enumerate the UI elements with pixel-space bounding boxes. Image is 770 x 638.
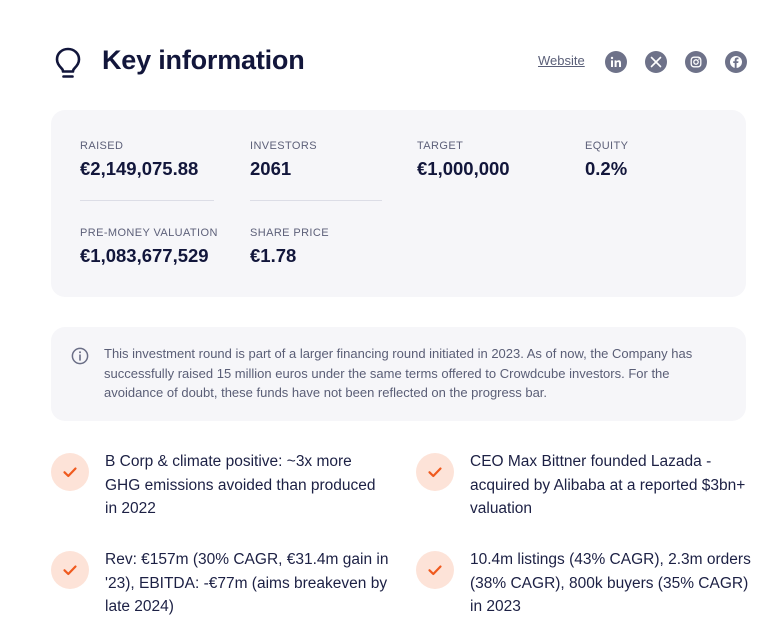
stat-equity: EQUITY 0.2% bbox=[585, 140, 628, 180]
facebook-icon[interactable] bbox=[725, 51, 747, 73]
info-icon bbox=[71, 347, 89, 365]
x-icon[interactable] bbox=[645, 51, 667, 73]
check-icon bbox=[416, 551, 454, 589]
stat-value: 2061 bbox=[250, 158, 292, 179]
linkedin-icon[interactable] bbox=[605, 51, 627, 73]
stat-label: TARGET bbox=[417, 140, 464, 152]
stat-label: EQUITY bbox=[585, 140, 629, 152]
stat-label: SHARE PRICE bbox=[250, 227, 329, 239]
stat-raised: RAISED €2,149,075.88 bbox=[80, 140, 198, 180]
investment-stats-panel: RAISED €2,149,075.88 INVESTORS 2061 TARG… bbox=[51, 110, 746, 297]
stat-label: INVESTORS bbox=[250, 140, 317, 152]
stat-target: TARGET €1,000,000 bbox=[417, 140, 510, 180]
stat-divider bbox=[250, 200, 382, 201]
funding-notice: This investment round is part of a large… bbox=[51, 327, 746, 421]
stat-label: PRE-MONEY VALUATION bbox=[80, 227, 218, 239]
check-icon bbox=[416, 453, 454, 491]
stat-value: 0.2% bbox=[585, 158, 628, 179]
key-information-header: Key information Website bbox=[52, 42, 752, 82]
stat-value: €1,000,000 bbox=[417, 158, 510, 179]
stat-value: €1,083,677,529 bbox=[80, 245, 209, 266]
stat-investors: INVESTORS 2061 bbox=[250, 140, 317, 180]
highlight-text: Rev: €157m (30% CAGR, €31.4m gain in '23… bbox=[105, 551, 389, 615]
check-icon bbox=[51, 551, 89, 589]
website-link[interactable]: Website bbox=[538, 53, 585, 68]
highlight-text: CEO Max Bittner founded Lazada - acquire… bbox=[470, 453, 746, 517]
notice-text: This investment round is part of a large… bbox=[104, 346, 693, 400]
stat-pre-money-valuation: PRE-MONEY VALUATION €1,083,677,529 bbox=[80, 227, 218, 267]
check-icon bbox=[51, 453, 89, 491]
instagram-icon[interactable] bbox=[685, 51, 707, 73]
stat-share-price: SHARE PRICE €1.78 bbox=[250, 227, 329, 267]
stat-divider bbox=[80, 200, 214, 201]
highlight-text: 10.4m listings (43% CAGR), 2.3m orders (… bbox=[470, 551, 751, 615]
page-title: Key information bbox=[102, 45, 305, 75]
stat-value: €1.78 bbox=[250, 245, 297, 266]
stat-value: €2,149,075.88 bbox=[80, 158, 199, 179]
lightbulb-icon bbox=[55, 47, 81, 78]
stat-label: RAISED bbox=[80, 140, 124, 152]
highlight-text: B Corp & climate positive: ~3x more GHG … bbox=[105, 453, 376, 517]
